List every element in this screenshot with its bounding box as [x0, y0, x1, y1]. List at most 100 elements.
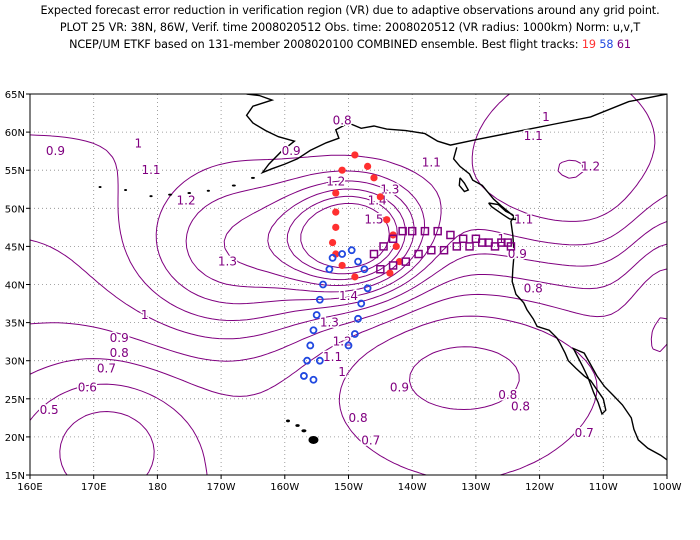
track-58-point [303, 356, 311, 365]
contour-label: 0.6 [78, 380, 97, 394]
track-61-point [414, 249, 423, 259]
track-19-point [351, 151, 359, 159]
track-58-point [319, 280, 327, 289]
lat-tick-label: 20N [5, 433, 25, 444]
contour-label: 0.7 [97, 361, 116, 375]
track-19-point [332, 208, 340, 216]
flight-tracks [300, 151, 516, 384]
track-61-point [427, 245, 436, 255]
lat-tick-label: 15N [5, 471, 25, 482]
track-61-point [398, 226, 407, 236]
track-58-point [312, 311, 321, 319]
contour-line [155, 94, 656, 305]
lon-tick-label: 160E [17, 482, 42, 493]
island [124, 189, 128, 192]
lon-tick-label: 100W [653, 482, 682, 493]
island [168, 193, 173, 196]
lat-tick-label: 60N [5, 128, 25, 139]
contour-label: 0.8 [524, 281, 543, 295]
lat-tick-label: 55N [5, 166, 25, 177]
header-line-3: NCEP/UM ETKF based on 131-member 2008020… [0, 36, 700, 53]
lat-tick-label: 25N [5, 395, 25, 406]
track-58-point [357, 299, 366, 308]
contour-label: 1.1 [141, 163, 160, 177]
island [187, 192, 192, 195]
track-58-point [309, 326, 318, 335]
contour-label: 1.1 [422, 156, 441, 170]
track-61-point [503, 238, 512, 247]
island [250, 176, 255, 179]
track-58-point [315, 356, 324, 365]
lon-tick-label: 140W [398, 482, 427, 493]
contour-label: 1.5 [364, 213, 383, 227]
lat-tick-label: 35N [5, 319, 25, 330]
lat-tick-label: 40N [5, 281, 25, 292]
island [308, 435, 319, 444]
track-58-point [328, 253, 337, 262]
track-61-point [388, 261, 398, 270]
track-61-point [407, 226, 417, 236]
lon-tick-label: 170E [81, 482, 106, 493]
coastline [458, 177, 470, 193]
lon-tick-label: 180 [148, 482, 167, 493]
track-58-point [306, 341, 315, 350]
contour-label: 0.8 [349, 411, 368, 425]
track-61-point [379, 242, 388, 251]
track-61-point [490, 242, 500, 251]
lat-tick-label: 50N [5, 204, 25, 215]
coastline [452, 147, 667, 461]
contour-label: 1 [141, 308, 149, 322]
contour-label: 1.2 [177, 194, 196, 208]
contour-label: 1 [134, 137, 142, 151]
contour-lines [30, 94, 667, 475]
contour-label: 1.1 [514, 213, 533, 227]
island [98, 185, 102, 188]
contour-label: 1.1 [323, 350, 342, 364]
lat-tick-label: 45N [5, 242, 25, 253]
track-58-point [325, 265, 334, 274]
contour-label: 1.1 [524, 129, 543, 143]
contour-line [59, 346, 520, 475]
contour-label: 1 [542, 110, 550, 124]
contour-label: 0.9 [282, 144, 301, 158]
track-58-label: 58 [599, 38, 614, 51]
contour-line [30, 221, 667, 340]
contour-label: 1.2 [333, 335, 352, 349]
track-19-point [332, 223, 340, 231]
contour-label: 0.9 [46, 144, 65, 158]
track-61-point [478, 238, 487, 247]
coastlines [98, 94, 667, 461]
track-61-point [401, 257, 411, 266]
track-61-point [376, 265, 385, 274]
track-58-point [338, 250, 347, 258]
island [285, 419, 290, 423]
track-61-point [433, 226, 442, 236]
track-19-point [338, 166, 346, 174]
track-19-point [364, 162, 372, 170]
track-61-point [369, 249, 379, 259]
verification-circle [683, 231, 700, 368]
contour-label: 0.8 [333, 114, 352, 128]
track-58-point [350, 330, 359, 338]
island [301, 429, 307, 433]
track-58-point [354, 314, 362, 323]
track-61-point [452, 242, 462, 251]
lat-tick-label: 30N [5, 357, 25, 368]
track-58-point [354, 257, 362, 266]
contour-label: 1.3 [320, 316, 339, 330]
contour-line [30, 134, 667, 321]
header-line-1: Expected forecast error reduction in ver… [40, 4, 660, 17]
track-19-point [351, 273, 359, 281]
track-61-point [439, 245, 449, 255]
track-19-label: 19 [581, 38, 596, 51]
track-58-point [363, 284, 372, 293]
track-58-point [309, 375, 318, 384]
coastline [488, 202, 520, 221]
track-58-point [300, 372, 308, 380]
island [295, 424, 300, 427]
track-19-point [386, 269, 394, 277]
track-19-point [392, 242, 400, 250]
track-61-label: 61 [616, 38, 631, 51]
coastline [245, 94, 667, 175]
track-19-point [370, 174, 378, 182]
